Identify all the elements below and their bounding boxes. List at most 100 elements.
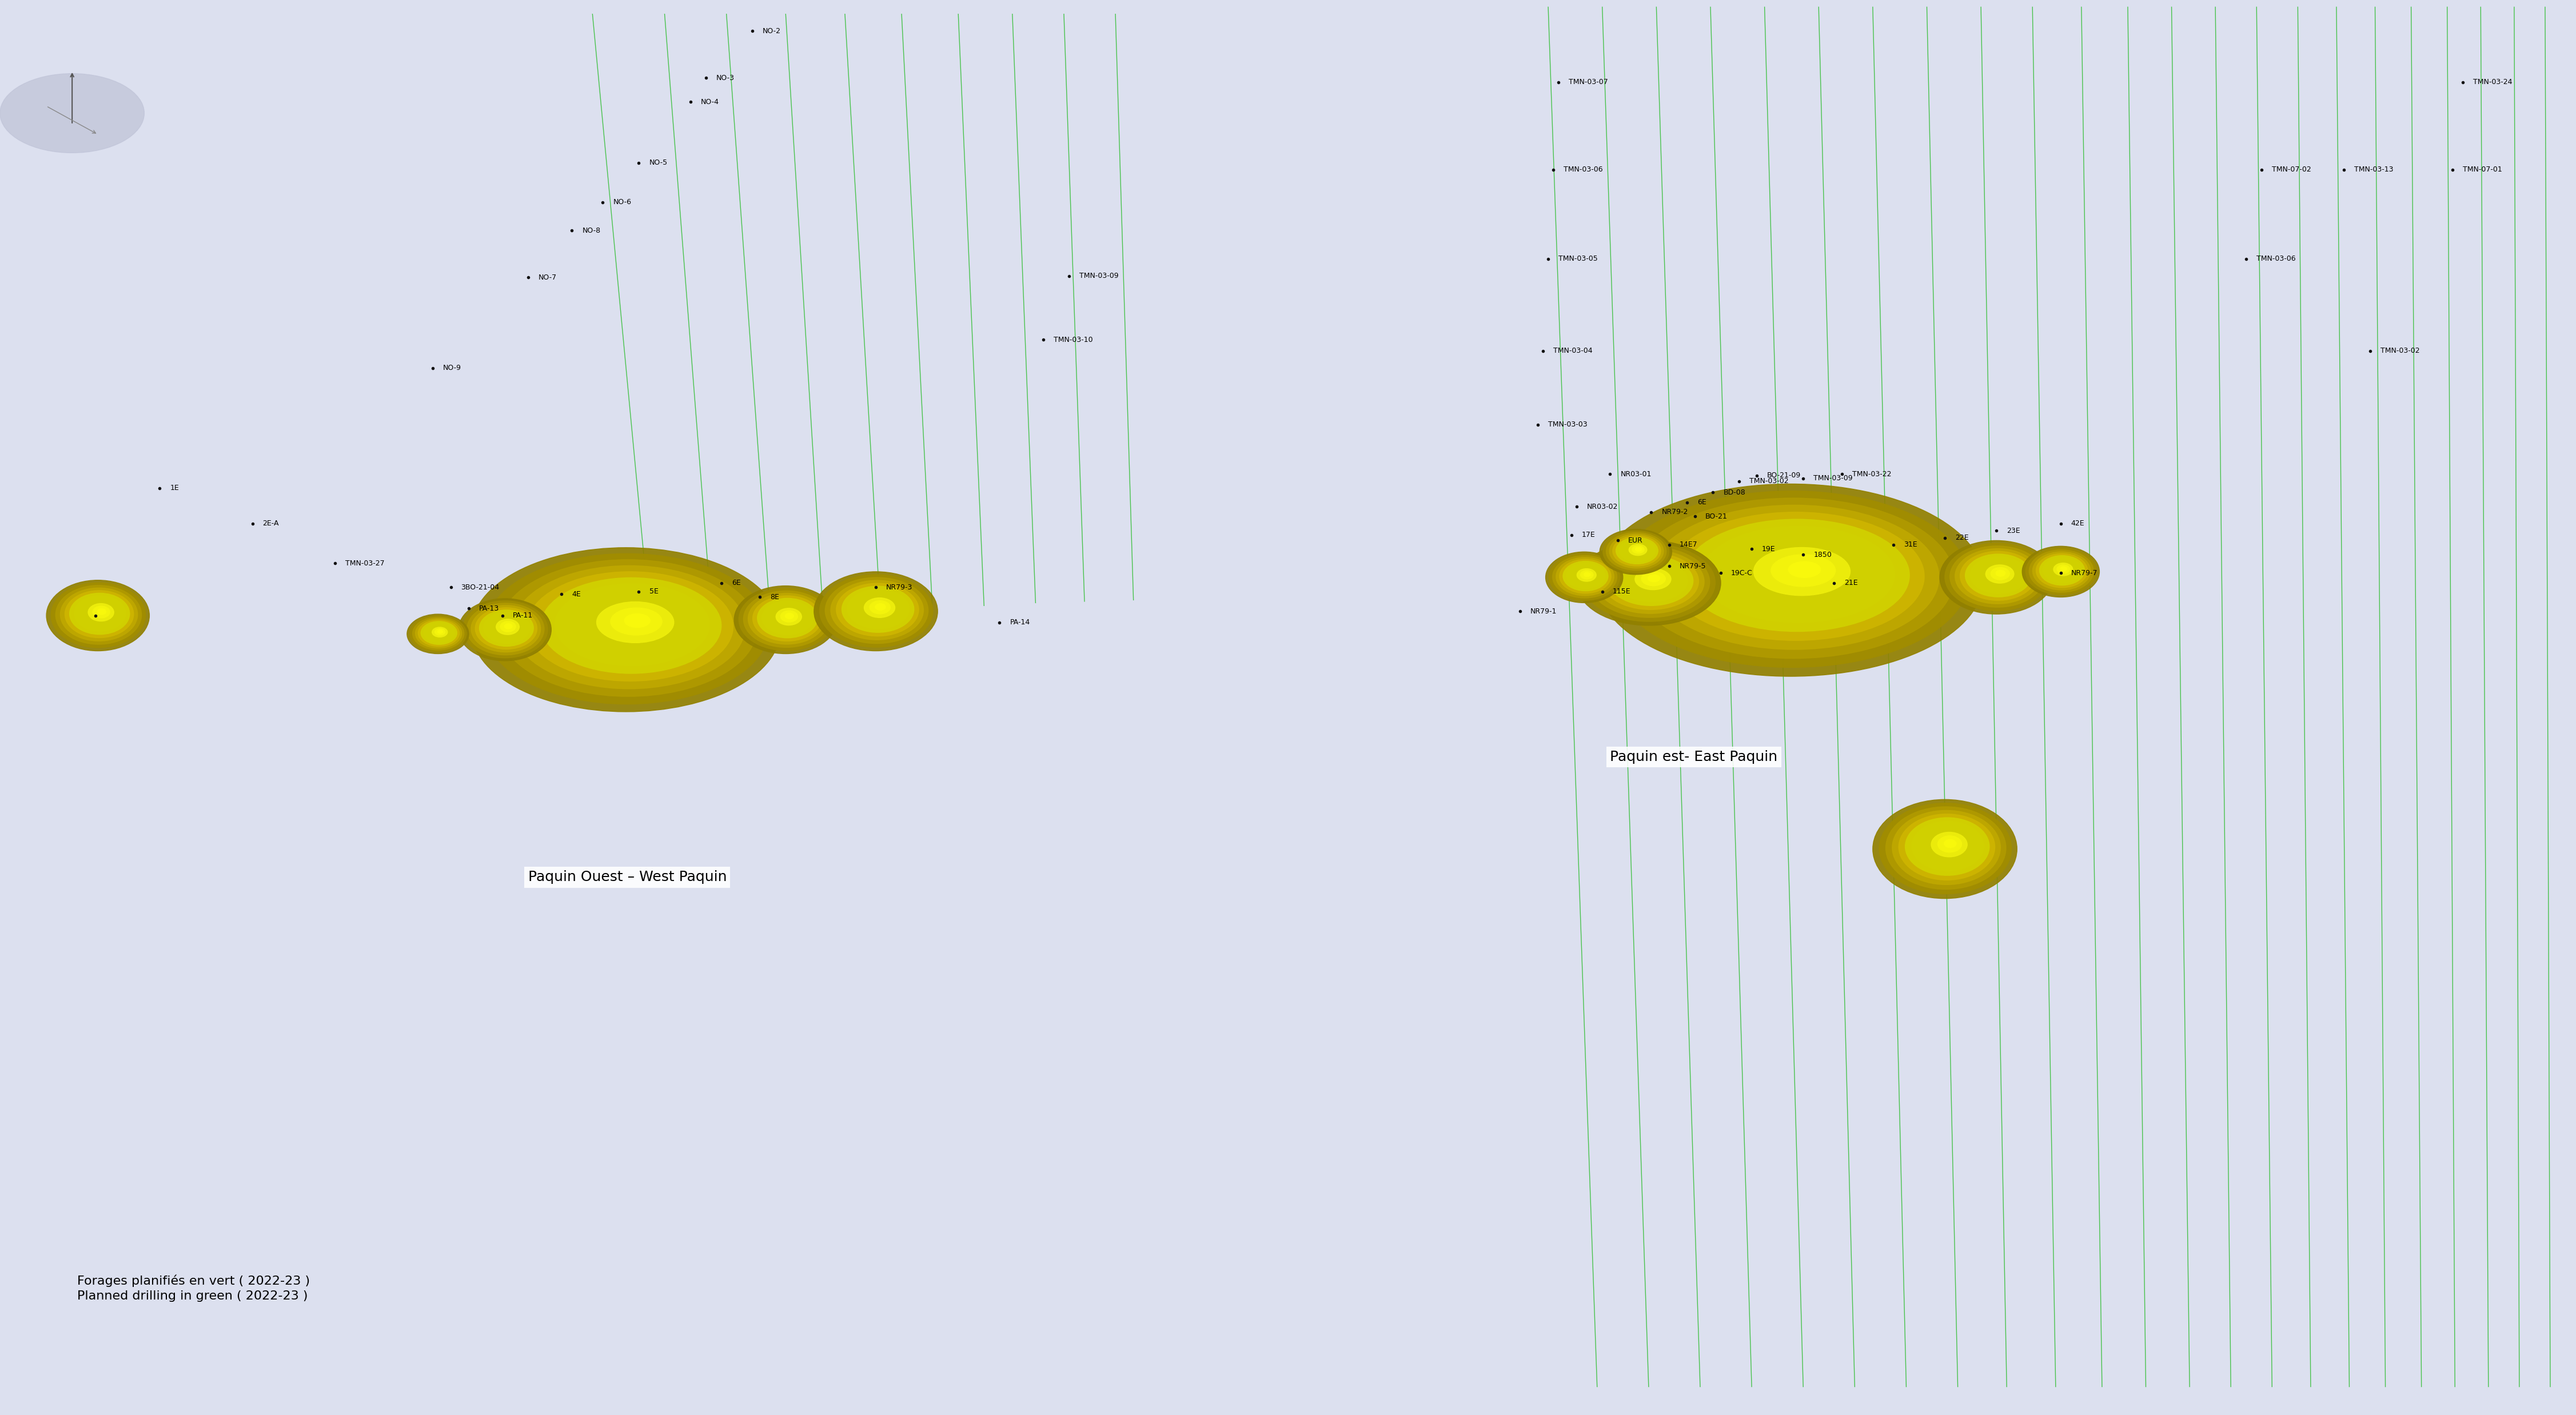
Ellipse shape [1906,818,1989,876]
Ellipse shape [1649,574,1659,582]
Text: 19C-C: 19C-C [1731,569,1752,577]
Text: NO-3: NO-3 [716,74,734,82]
Ellipse shape [2043,558,2081,583]
Ellipse shape [824,577,927,644]
Ellipse shape [611,608,662,635]
Ellipse shape [1564,562,1607,591]
Text: NR79-7: NR79-7 [2071,569,2097,577]
Ellipse shape [739,589,832,651]
Text: 3BO-21-04: 3BO-21-04 [461,583,500,591]
Ellipse shape [1986,565,2014,583]
Ellipse shape [2025,548,2097,594]
Text: 22E: 22E [1955,533,1968,542]
Ellipse shape [1873,799,2017,899]
Ellipse shape [1945,543,2048,611]
Ellipse shape [1937,836,1963,852]
Text: TMN-03-02: TMN-03-02 [2380,347,2419,355]
Ellipse shape [871,601,891,614]
Ellipse shape [500,560,757,696]
Ellipse shape [2032,552,2092,590]
Ellipse shape [848,589,909,628]
Ellipse shape [1924,829,1973,862]
Ellipse shape [2045,559,2079,580]
Text: NR79-1: NR79-1 [1530,607,1556,616]
Ellipse shape [500,621,515,631]
Text: TMN-03-09: TMN-03-09 [1079,272,1118,280]
Ellipse shape [554,584,708,666]
Ellipse shape [1991,567,2009,580]
Ellipse shape [837,583,920,637]
Ellipse shape [1577,541,1721,625]
Ellipse shape [513,566,744,689]
Text: Paquin Ouest – West Paquin: Paquin Ouest – West Paquin [528,870,726,884]
Text: 2E-A: 2E-A [263,519,278,528]
Ellipse shape [82,601,118,624]
Ellipse shape [1981,562,2020,587]
Ellipse shape [1558,559,1610,593]
Ellipse shape [1880,804,2012,894]
Text: PA-13: PA-13 [479,604,500,613]
Ellipse shape [786,613,793,618]
Ellipse shape [75,596,126,631]
Ellipse shape [829,580,922,640]
Ellipse shape [623,614,649,627]
Ellipse shape [1633,498,1953,658]
Text: 42E: 42E [2071,519,2084,528]
Ellipse shape [430,625,451,640]
Text: TMN-03-13: TMN-03-13 [2354,166,2393,174]
Ellipse shape [2050,562,2076,579]
Ellipse shape [569,590,698,658]
Text: 14E7: 14E7 [1680,541,1698,549]
Ellipse shape [1667,512,1924,641]
Text: NR79-5: NR79-5 [1680,562,1705,570]
Ellipse shape [1649,505,1940,649]
Text: TMN-03-05: TMN-03-05 [1558,255,1597,263]
Ellipse shape [464,601,549,658]
Text: 8E: 8E [770,593,781,601]
Text: 21E: 21E [1844,579,1857,587]
Ellipse shape [2040,556,2084,586]
Ellipse shape [46,580,149,651]
Text: TMN-03-03: TMN-03-03 [1548,420,1587,429]
Ellipse shape [1641,572,1667,586]
Ellipse shape [1636,548,1641,552]
Text: 23E: 23E [2007,526,2020,535]
Ellipse shape [2061,567,2066,572]
Ellipse shape [1566,563,1605,589]
Ellipse shape [814,572,938,651]
Text: TMN-03-06: TMN-03-06 [2257,255,2295,263]
Ellipse shape [59,589,137,641]
Circle shape [0,74,144,153]
Ellipse shape [1548,553,1620,600]
Ellipse shape [1911,821,1984,870]
Text: TMN-03-22: TMN-03-22 [1852,470,1891,478]
Ellipse shape [752,596,822,641]
Text: 31E: 31E [1904,541,1917,549]
Ellipse shape [64,590,134,638]
Ellipse shape [1574,567,1600,584]
Ellipse shape [1615,491,1968,668]
Text: TMN-03-02: TMN-03-02 [1749,477,1788,485]
Text: NO-9: NO-9 [443,364,461,372]
Text: PA-14: PA-14 [1010,618,1030,627]
Ellipse shape [2030,550,2094,593]
Ellipse shape [2056,565,2071,573]
Ellipse shape [438,630,443,634]
Ellipse shape [1893,811,2002,884]
Ellipse shape [98,608,106,614]
Ellipse shape [70,593,129,634]
Ellipse shape [1685,519,1909,631]
Ellipse shape [1971,556,2027,593]
Ellipse shape [2053,563,2074,576]
Ellipse shape [1940,541,2053,614]
Ellipse shape [1636,569,1672,590]
Ellipse shape [757,599,817,638]
Ellipse shape [417,620,459,647]
Ellipse shape [1582,570,1592,579]
Ellipse shape [775,608,801,625]
Ellipse shape [466,603,544,655]
Text: NR03-02: NR03-02 [1587,502,1618,511]
Ellipse shape [1919,825,1978,866]
Ellipse shape [1718,533,1880,614]
Ellipse shape [1602,553,1698,610]
